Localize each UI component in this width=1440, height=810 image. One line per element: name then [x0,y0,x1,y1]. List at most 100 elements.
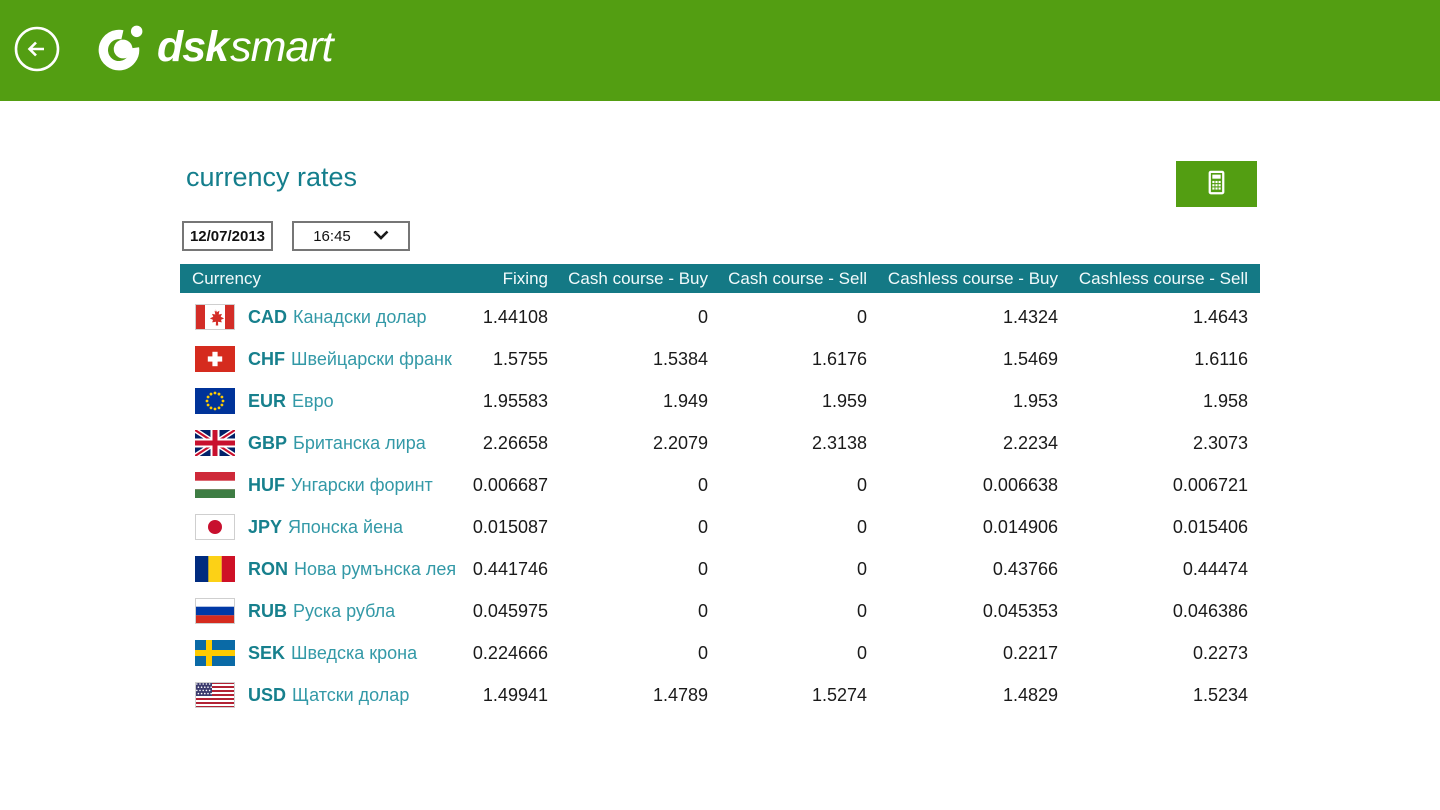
cash-sell-value: 0 [856,306,867,327]
table-header-row: Currency Fixing Cash course - Buy Cash c… [180,264,1260,293]
chevron-down-icon [373,227,389,245]
cashless-sell-value: 0.015406 [1172,516,1248,537]
currency-code: CAD [248,306,287,327]
fixing-value: 0.441746 [472,558,548,579]
cashless-buy-value: 0.2217 [1002,642,1058,663]
currency-name: Нова румънска лея [294,558,457,579]
cash-buy-value: 1.4789 [652,684,708,705]
cash-sell-value: 0 [856,558,867,579]
cash-buy-value: 0 [697,642,708,663]
table-row: JPY Японска йена 0.015087 0 0 0.014906 0… [180,506,1260,548]
eu-flag-icon [195,388,235,414]
currency-name: Руска рубла [293,600,396,621]
cash-sell-value: 0 [856,600,867,621]
cash-buy-value: 0 [697,558,708,579]
fixing-value: 1.44108 [482,306,548,327]
table-row: GBP Британска лира 2.26658 2.2079 2.3138… [180,422,1260,464]
cashless-sell-value: 0.006721 [1172,474,1248,495]
app-title: dsksmart [157,23,334,75]
cash-sell-value: 0 [856,474,867,495]
russia-flag-icon [195,598,235,624]
cashless-buy-value: 0.014906 [982,516,1058,537]
currency-name: Унгарски форинт [291,474,433,495]
table-body: CAD Канадски долар 1.44108 0 0 1.4324 1.… [180,296,1260,716]
table-row: CHF Швейцарски франк 1.5755 1.5384 1.617… [180,338,1260,380]
cashless-sell-value: 1.5234 [1192,684,1248,705]
cash-sell-value: 2.3138 [811,432,867,453]
dsk-logo-icon [95,23,145,78]
table-row: EUR Евро 1.95583 1.949 1.959 1.953 1.958 [180,380,1260,422]
time-select[interactable]: 16:45 [292,221,410,251]
uk-flag-icon [195,430,235,456]
fixing-value: 1.5755 [492,348,548,369]
app-logo: dsksmart [95,23,334,78]
cashless-sell-value: 0.44474 [1182,558,1248,579]
back-arrow-icon [13,25,61,76]
cashless-sell-value: 0.2273 [1192,642,1248,663]
cashless-buy-value: 1.953 [1012,390,1058,411]
date-input[interactable] [182,221,273,251]
currency-name: Евро [292,390,334,411]
fixing-value: 0.045975 [472,600,548,621]
japan-flag-icon [195,514,235,540]
cash-sell-value: 0 [856,642,867,663]
currency-code: RUB [248,600,287,621]
table-row: RUB Руска рубла 0.045975 0 0 0.045353 0.… [180,590,1260,632]
cash-buy-value: 2.2079 [652,432,708,453]
cashless-buy-value: 1.4829 [1002,684,1058,705]
cashless-buy-value: 2.2234 [1002,432,1058,453]
currency-code: USD [248,684,287,705]
app-header: dsksmart [0,0,1440,101]
column-header-cashless-sell: Cashless course - Sell [1078,268,1248,288]
calculator-button[interactable] [1176,161,1257,207]
currency-code: GBP [248,432,288,453]
currency-code: SEK [248,642,286,663]
cash-buy-value: 1.949 [662,390,708,411]
canada-flag-icon [195,304,235,330]
cashless-sell-value: 1.6116 [1194,348,1248,369]
table-row: USD Щатски долар 1.49941 1.4789 1.5274 1… [180,674,1260,716]
currency-rates-table: Currency Fixing Cash course - Buy Cash c… [180,264,1260,716]
usa-flag-icon [195,682,235,708]
currency-code: JPY [248,516,283,537]
switzerland-flag-icon [195,346,235,372]
app-title-bold: dsk [157,23,229,71]
cashless-sell-value: 0.046386 [1172,600,1248,621]
fixing-value: 1.95583 [482,390,548,411]
cashless-sell-value: 1.958 [1202,390,1248,411]
cashless-sell-value: 1.4643 [1192,306,1248,327]
cashless-buy-value: 0.006638 [982,474,1058,495]
cash-buy-value: 0 [697,306,708,327]
romania-flag-icon [195,556,235,582]
cash-buy-value: 0 [697,600,708,621]
cash-sell-value: 1.959 [821,390,867,411]
fixing-value: 0.006687 [472,474,548,495]
fixing-value: 0.015087 [472,516,548,537]
currency-name: Швейцарски франк [291,348,452,369]
currency-name: Шведска крона [291,642,418,663]
page-title: currency rates [186,162,358,192]
sweden-flag-icon [195,640,235,666]
currency-name: Канадски долар [293,306,427,327]
table-row: HUF Унгарски форинт 0.006687 0 0 0.00663… [180,464,1260,506]
cash-sell-value: 1.5274 [811,684,867,705]
fixing-value: 1.49941 [482,684,548,705]
currency-code: CHF [248,348,285,369]
table-row: CAD Канадски долар 1.44108 0 0 1.4324 1.… [180,296,1260,338]
cashless-buy-value: 1.5469 [1002,348,1058,369]
hungary-flag-icon [195,472,235,498]
calculator-icon [1203,169,1230,199]
cash-sell-value: 0 [856,516,867,537]
column-header-cashless-buy: Cashless course - Buy [887,268,1058,288]
fixing-value: 2.26658 [482,432,548,453]
currency-code: HUF [248,474,285,495]
cashless-sell-value: 2.3073 [1192,432,1248,453]
back-button[interactable] [13,25,61,76]
currency-name: Щатски долар [292,684,410,705]
fixing-value: 0.224666 [472,642,548,663]
cashless-buy-value: 0.43766 [992,558,1058,579]
column-header-cash-sell: Cash course - Sell [728,268,867,288]
cash-buy-value: 0 [697,516,708,537]
cashless-buy-value: 1.4324 [1002,306,1058,327]
cashless-buy-value: 0.045353 [982,600,1058,621]
